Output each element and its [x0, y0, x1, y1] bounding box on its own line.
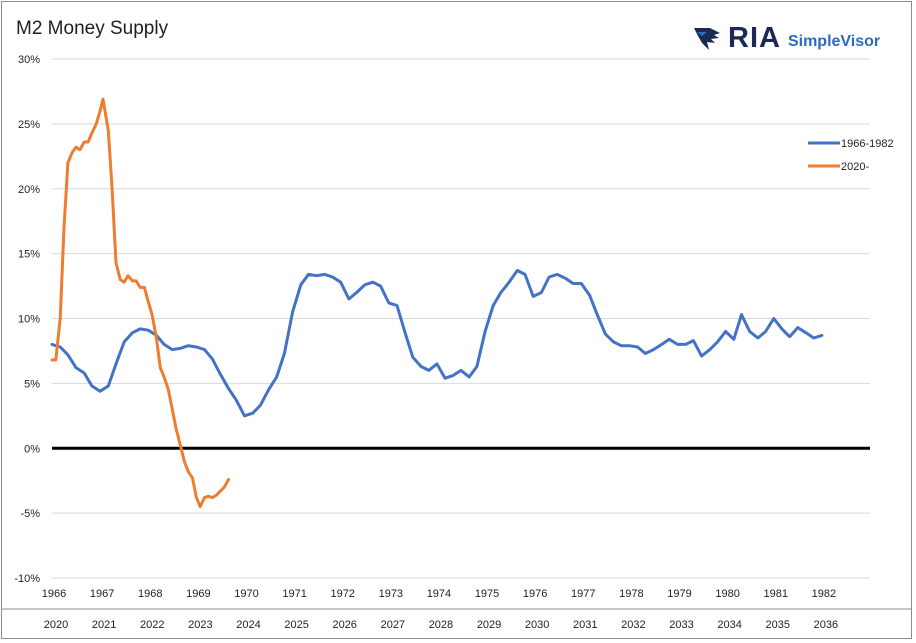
x-tick-label-bottom: 2025 [284, 619, 308, 631]
x-tick-label-top: 1977 [571, 588, 595, 600]
x-tick-label-bottom: 2027 [381, 619, 405, 631]
x-tick-label-top: 1979 [667, 588, 691, 600]
y-axis-ticks: 30% 25% 20% 15% 10% 5% 0% -5% -10% [14, 54, 40, 585]
x-tick-label-bottom: 2020 [44, 619, 68, 631]
legend: 1966-1982 2020- [808, 138, 894, 173]
x-tick-label-bottom: 2022 [140, 619, 164, 631]
logo-subtitle: SimpleVisor [787, 32, 881, 50]
x-tick-label-bottom: 2032 [621, 619, 645, 631]
x-tick-label-top: 1974 [427, 588, 451, 600]
y-tick-label: 25% [18, 119, 40, 131]
legend-label: 2020- [841, 161, 869, 173]
x-tick-label-top: 1973 [379, 588, 403, 600]
y-tick-label: 10% [18, 314, 40, 326]
series-line-2 [50, 97, 231, 509]
x-tick-label-top: 1968 [138, 588, 162, 600]
x-tick-label-bottom: 2035 [766, 619, 790, 631]
x-tick-label-top: 1971 [282, 588, 306, 600]
x-tick-label-bottom: 2024 [236, 619, 260, 631]
legend-label: 1966-1982 [841, 138, 894, 150]
x-tick-label-bottom: 2029 [477, 619, 501, 631]
y-tick-label: -10% [14, 573, 40, 585]
x-tick-label-top: 1975 [475, 588, 499, 600]
x-tick-label-top: 1982 [812, 588, 836, 600]
x-tick-label-top: 1967 [90, 588, 114, 600]
x-tick-label-top: 1972 [330, 588, 354, 600]
x-tick-label-bottom: 2021 [92, 619, 116, 631]
x-tick-label-top: 1969 [186, 588, 210, 600]
logo-text: RIA [728, 22, 781, 54]
ria-logo: RIA SimpleVisor [692, 22, 880, 55]
y-tick-label: 0% [24, 443, 40, 455]
x-tick-label-bottom: 2028 [429, 619, 453, 631]
y-tick-label: -5% [20, 508, 40, 520]
x-tick-label-top: 1976 [523, 588, 547, 600]
x-tick-label-bottom: 2030 [525, 619, 549, 631]
series-line-1 [50, 269, 824, 418]
x-tick-label-bottom: 2034 [717, 619, 741, 631]
x-axis-ticks: 1966 1967 1968 1969 1970 1971 1972 1973 1974 1975… [42, 588, 838, 631]
x-tick-label-top: 1980 [715, 588, 739, 600]
chart-title: M2 Money Supply [16, 18, 169, 39]
x-tick-label-top: 1981 [764, 588, 788, 600]
x-tick-label-bottom: 2031 [573, 619, 597, 631]
y-tick-label: 30% [18, 54, 40, 66]
y-tick-label: 15% [18, 249, 40, 261]
series-lines [50, 97, 824, 509]
x-tick-label-top: 1978 [619, 588, 643, 600]
x-tick-label-bottom: 2033 [669, 619, 693, 631]
x-tick-label-top: 1966 [42, 588, 66, 600]
x-tick-label-bottom: 2023 [188, 619, 212, 631]
x-tick-label-bottom: 2036 [814, 619, 838, 631]
y-tick-label: 5% [24, 378, 40, 390]
x-tick-label-top: 1970 [234, 588, 258, 600]
grid-lines [1, 58, 911, 610]
x-tick-label-bottom: 2026 [332, 619, 356, 631]
y-tick-label: 20% [18, 184, 40, 196]
eagle-logo-icon [694, 27, 720, 50]
